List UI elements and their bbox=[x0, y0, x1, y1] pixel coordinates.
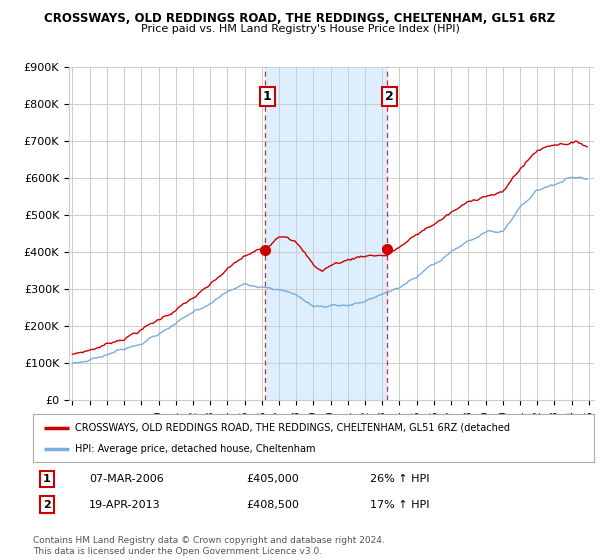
Text: 26% ↑ HPI: 26% ↑ HPI bbox=[370, 474, 429, 484]
Text: 17% ↑ HPI: 17% ↑ HPI bbox=[370, 500, 429, 510]
Text: Price paid vs. HM Land Registry's House Price Index (HPI): Price paid vs. HM Land Registry's House … bbox=[140, 24, 460, 34]
Text: £408,500: £408,500 bbox=[246, 500, 299, 510]
Text: CROSSWAYS, OLD REDDINGS ROAD, THE REDDINGS, CHELTENHAM, GL51 6RZ: CROSSWAYS, OLD REDDINGS ROAD, THE REDDIN… bbox=[44, 12, 556, 25]
Text: 2: 2 bbox=[385, 90, 394, 103]
Text: CROSSWAYS, OLD REDDINGS ROAD, THE REDDINGS, CHELTENHAM, GL51 6RZ (detached: CROSSWAYS, OLD REDDINGS ROAD, THE REDDIN… bbox=[75, 423, 510, 433]
Text: 19-APR-2013: 19-APR-2013 bbox=[89, 500, 161, 510]
Bar bbox=[265, 67, 387, 400]
Text: 1: 1 bbox=[43, 474, 51, 484]
Text: HPI: Average price, detached house, Cheltenham: HPI: Average price, detached house, Chel… bbox=[75, 444, 316, 454]
Text: 1: 1 bbox=[263, 90, 272, 103]
Text: 2: 2 bbox=[43, 500, 51, 510]
Text: Contains HM Land Registry data © Crown copyright and database right 2024.
This d: Contains HM Land Registry data © Crown c… bbox=[33, 536, 385, 556]
Text: 07-MAR-2006: 07-MAR-2006 bbox=[89, 474, 164, 484]
Text: £405,000: £405,000 bbox=[246, 474, 299, 484]
